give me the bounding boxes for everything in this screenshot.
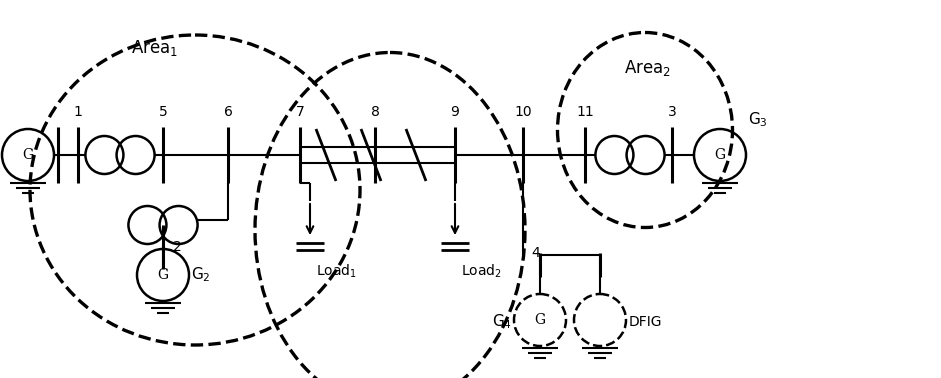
Text: 8: 8 — [371, 105, 379, 119]
Text: 9: 9 — [451, 105, 459, 119]
Text: 11: 11 — [576, 105, 594, 119]
Text: G$_4$: G$_4$ — [492, 313, 512, 332]
Text: 4: 4 — [531, 246, 540, 260]
Text: Load$_2$: Load$_2$ — [461, 263, 502, 280]
Text: DFIG: DFIG — [629, 315, 662, 329]
Text: 1: 1 — [73, 105, 83, 119]
Text: Load$_1$: Load$_1$ — [316, 263, 357, 280]
Text: Area$_2$: Area$_2$ — [625, 58, 672, 78]
Text: 7: 7 — [295, 105, 304, 119]
Text: 10: 10 — [514, 105, 532, 119]
Text: 3: 3 — [667, 105, 677, 119]
Text: 6: 6 — [224, 105, 232, 119]
Text: G: G — [157, 268, 168, 282]
Text: G: G — [534, 313, 546, 327]
Text: G: G — [23, 148, 34, 162]
Text: G$_3$: G$_3$ — [748, 110, 768, 129]
Text: 2: 2 — [173, 240, 182, 254]
Text: G$_2$: G$_2$ — [191, 266, 211, 284]
Text: Area$_1$: Area$_1$ — [132, 38, 179, 58]
Text: 5: 5 — [159, 105, 167, 119]
Text: G: G — [714, 148, 726, 162]
